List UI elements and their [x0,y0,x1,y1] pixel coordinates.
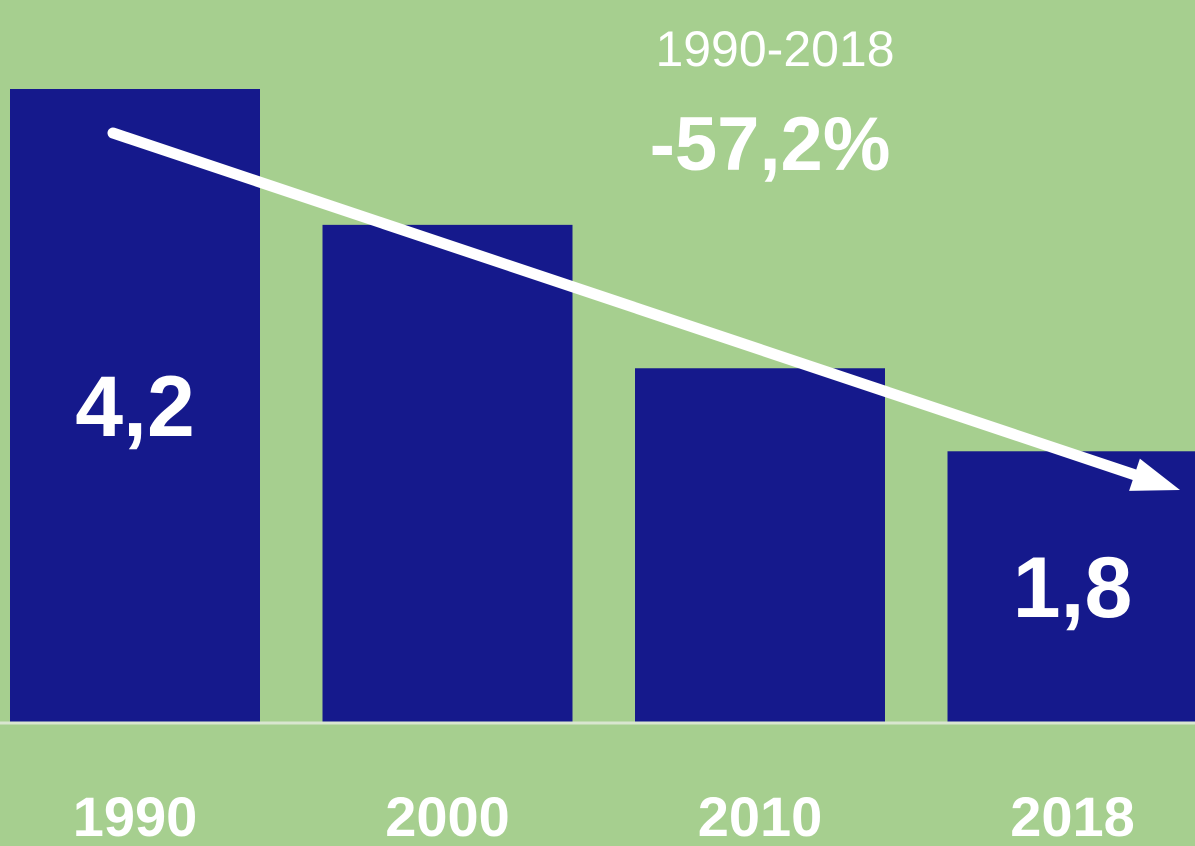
bar-2010 [635,368,885,723]
trend-arrow [107,127,1180,491]
data-labels: 4,2 1,8 [75,359,1132,636]
x-tick-label-2010: 2010 [698,785,823,846]
x-tick-label-2018: 2018 [1010,785,1135,846]
data-label-2018: 1,8 [1013,540,1133,636]
annotation-period: 1990-2018 [655,21,894,77]
annotation-change: -57,2% [650,102,891,187]
bar-2000 [322,224,573,723]
x-tick-label-1990: 1990 [73,785,198,846]
bars-group [10,89,1195,723]
bar-2018 [947,451,1195,723]
trend-arrow-shaft [107,127,1140,481]
data-label-1990: 4,2 [75,359,195,455]
x-tick-label-2000: 2000 [385,785,510,846]
bar-1990 [10,89,260,723]
x-tick-labels: 1990 2000 2010 2018 [73,785,1135,846]
trend-arrow-head [1129,458,1180,491]
